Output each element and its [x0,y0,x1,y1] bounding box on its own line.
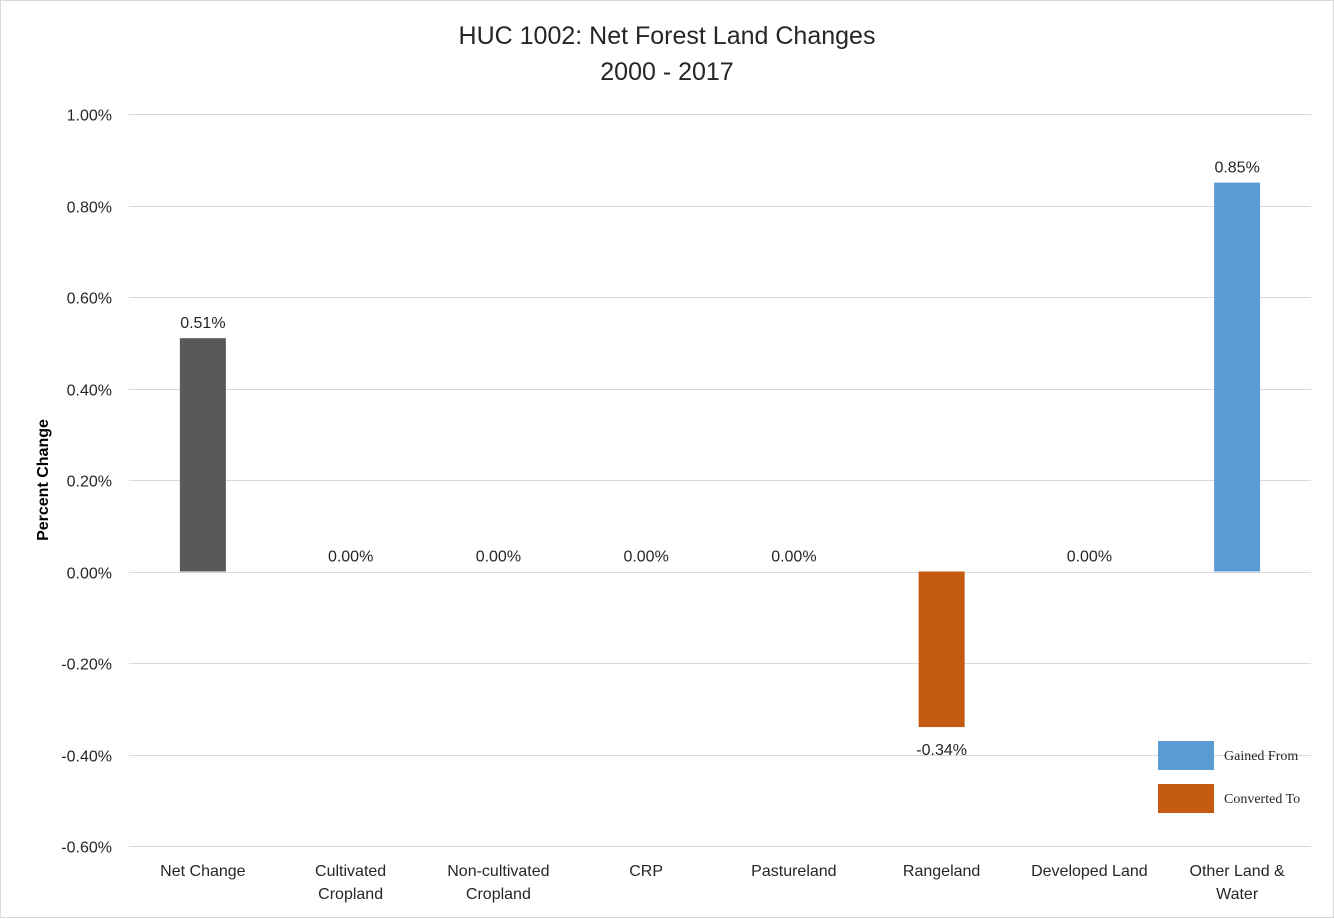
category-label: Non-cultivated [447,863,549,880]
data-label: 0.00% [476,549,521,566]
category-label: CRP [629,863,663,880]
y-tick-label: 0.00% [67,566,112,583]
category-label: Rangeland [903,863,980,880]
category-label: Water [1216,886,1259,903]
data-label: 0.00% [623,549,668,566]
data-label: 0.00% [328,549,373,566]
legend-swatch [1158,784,1214,813]
y-tick-label: 0.60% [67,291,112,308]
y-tick-label: 1.00% [67,108,112,125]
y-tick-label: -0.60% [61,840,112,857]
x-axis-categories: Net Change Cultivated Cropland Non-cultivat… [160,863,1285,903]
bar [1214,182,1261,572]
y-tick-label: -0.20% [61,657,112,674]
y-tick-label: 0.20% [67,474,112,491]
data-label: 0.51% [180,315,225,332]
data-label: 0.00% [771,549,816,566]
legend-label: Converted To [1224,792,1300,807]
legend: Gained From Converted To [1158,741,1300,813]
category-label: Other Land & [1190,863,1286,880]
data-label: 0.00% [1067,549,1112,566]
data-labels: 0.51% 0.00% 0.00% 0.00% 0.00% -0.34% 0.00% 0.85… [180,160,1260,759]
y-axis-ticks: 1.00% 0.80% 0.60% 0.40% 0.20% 0.00% -0.20% -0.4… [61,108,112,857]
y-axis-label: Percent Change [35,419,52,541]
gridlines [129,114,1311,847]
category-label: Pastureland [751,863,836,880]
category-label: Cultivated [315,863,386,880]
legend-swatch [1158,741,1214,770]
legend-label: Gained From [1224,749,1298,764]
bar [179,338,226,572]
category-label: Net Change [160,863,245,880]
y-tick-label: 0.80% [67,200,112,217]
data-label: -0.34% [916,742,967,759]
category-label: Cropland [318,886,383,903]
chart-title: HUC 1002: Net Forest Land Changes [459,22,876,50]
y-tick-label: -0.40% [61,749,112,766]
bars [179,182,1261,728]
category-label: Developed Land [1031,863,1148,880]
data-label: 0.85% [1214,160,1259,177]
y-tick-label: 0.40% [67,383,112,400]
bar [918,571,965,728]
category-label: Cropland [466,886,531,903]
chart-subtitle: 2000 - 2017 [600,58,733,86]
